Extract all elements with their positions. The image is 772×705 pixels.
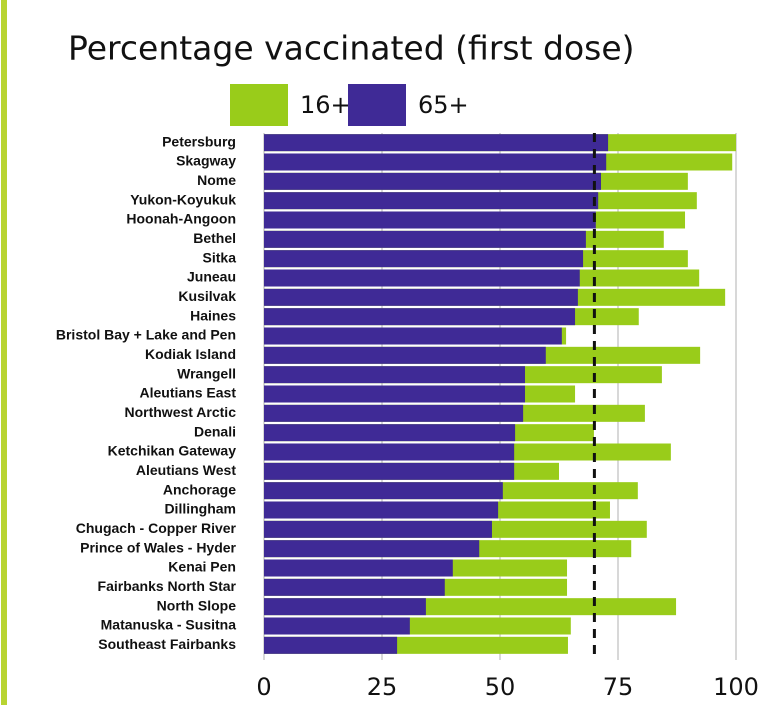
y-tick-label: Kusilvak: [178, 288, 236, 304]
bar: [264, 192, 599, 210]
y-tick-label: Matanuska - Susitna: [101, 617, 237, 633]
legend-swatch: [230, 84, 288, 126]
bar: [264, 598, 426, 616]
bar: [264, 385, 526, 403]
y-tick-label: Dillingham: [164, 501, 236, 517]
bar: [264, 327, 562, 345]
x-tick-label: 75: [603, 673, 634, 701]
y-tick-label: Sitka: [203, 249, 237, 265]
y-tick-label: Bristol Bay + Lake and Pen: [56, 327, 236, 343]
bar: [264, 443, 515, 461]
bar: [264, 404, 524, 422]
bar: [264, 578, 445, 596]
y-tick-label: Skagway: [176, 153, 236, 169]
bar: [264, 424, 516, 442]
x-tick-label: 0: [256, 673, 271, 701]
frame: [1, 0, 7, 705]
y-tick-label: Kenai Pen: [168, 559, 236, 575]
bar: [264, 211, 596, 229]
bar: [264, 346, 546, 364]
y-tick-label: Aleutians East: [140, 385, 237, 401]
y-tick-label: Fairbanks North Star: [98, 578, 237, 594]
bar: [264, 230, 586, 248]
y-tick-label: Prince of Wales - Hyder: [80, 539, 236, 555]
y-tick-label: Wrangell: [177, 365, 236, 381]
y-tick-label: Chugach - Copper River: [76, 520, 237, 536]
y-tick-label: Petersburg: [162, 133, 236, 149]
y-tick-label: Haines: [190, 307, 236, 323]
bar: [264, 366, 526, 384]
y-tick-label: Yukon-Koyukuk: [130, 191, 236, 207]
bar: [264, 250, 584, 268]
bar: [264, 308, 576, 326]
y-tick-label: North Slope: [157, 597, 237, 613]
y-tick-label: Hoonah-Angoon: [126, 211, 236, 227]
y-tick-label: Nome: [197, 172, 236, 188]
bar: [264, 501, 499, 519]
y-tick-label: Southeast Fairbanks: [98, 636, 236, 652]
bar: [264, 269, 580, 287]
x-tick-label: 50: [485, 673, 516, 701]
bar: [264, 636, 398, 654]
y-tick-label: Bethel: [193, 230, 236, 246]
y-tick-label: Anchorage: [163, 481, 236, 497]
bar: [264, 482, 503, 500]
bar: [264, 520, 492, 538]
legend-label: 65+: [418, 91, 469, 119]
legend-label: 16+: [300, 91, 351, 119]
bar: [264, 559, 453, 577]
x-tick-label: 25: [367, 673, 398, 701]
legend-swatch: [348, 84, 406, 126]
y-tick-label: Ketchikan Gateway: [108, 443, 237, 459]
bar: [264, 617, 410, 635]
bar: [264, 153, 607, 171]
bar: [264, 462, 515, 480]
bar: [264, 172, 602, 190]
bar: [264, 288, 578, 306]
bar: [264, 540, 480, 558]
chart-title: Percentage vaccinated (first dose): [68, 29, 635, 68]
y-tick-label: Kodiak Island: [145, 346, 236, 362]
bar: [264, 134, 609, 152]
x-tick-label: 100: [713, 673, 759, 701]
y-tick-label: Northwest Arctic: [124, 404, 236, 420]
y-tick-label: Juneau: [187, 269, 236, 285]
y-tick-label: Denali: [194, 423, 236, 439]
y-tick-label: Aleutians West: [136, 462, 236, 478]
